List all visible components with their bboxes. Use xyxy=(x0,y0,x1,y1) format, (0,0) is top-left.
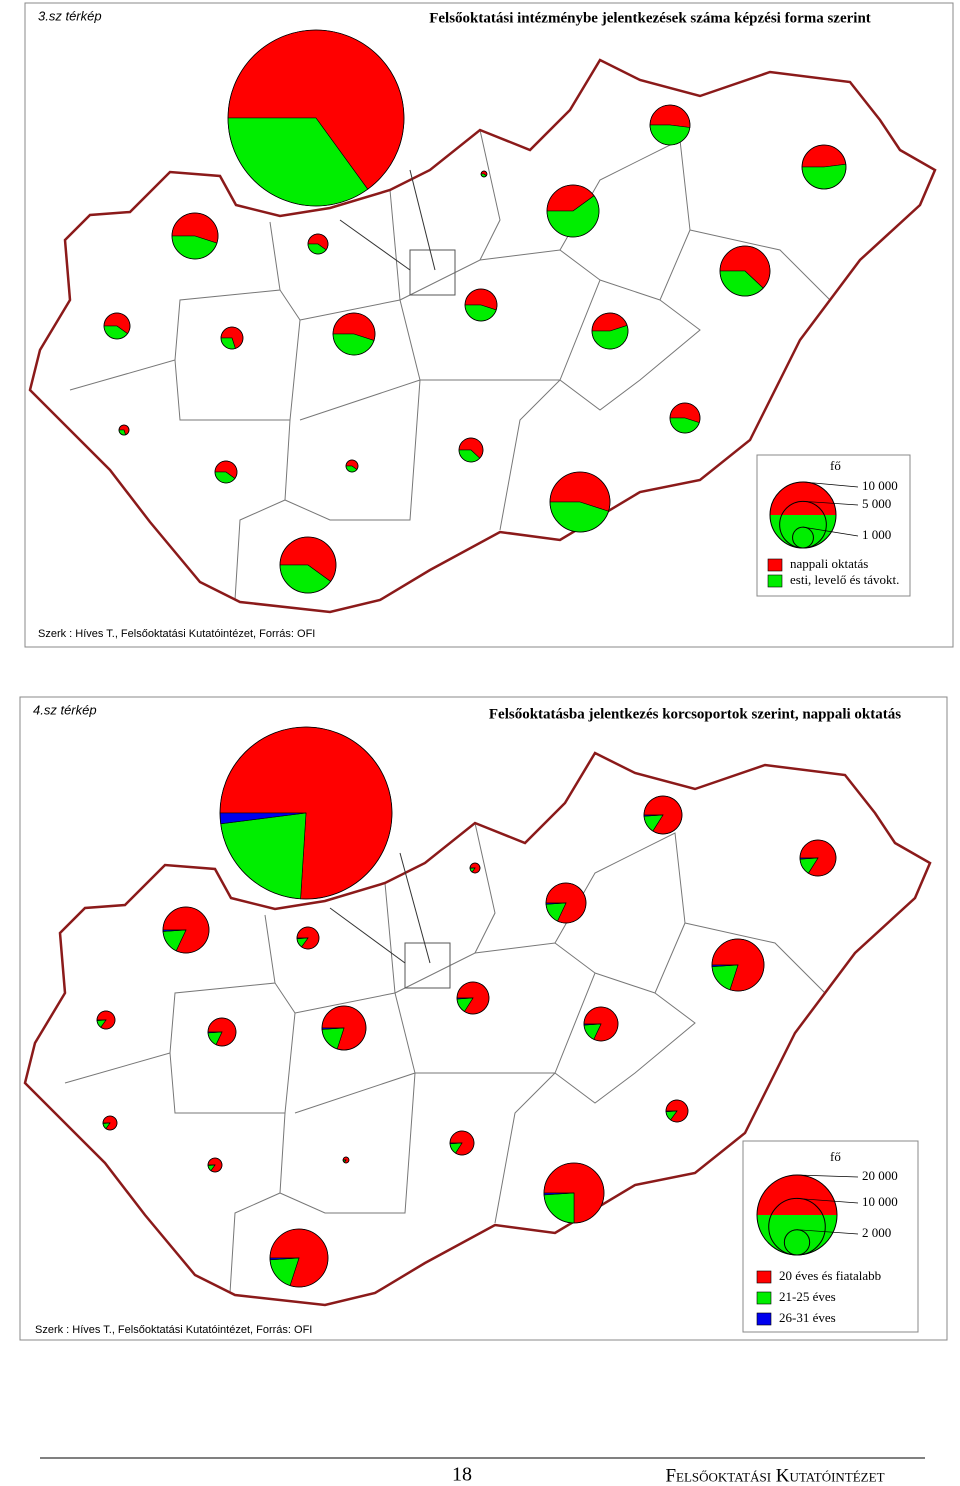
legend-pie xyxy=(770,482,836,515)
pie-outline xyxy=(480,170,488,178)
legend-pie xyxy=(757,1175,837,1215)
pie-outline xyxy=(219,726,393,900)
pie-outline xyxy=(345,459,359,473)
pie-outline xyxy=(801,144,847,190)
leader-line xyxy=(409,169,436,271)
map-frame xyxy=(24,2,954,648)
pie-outline xyxy=(543,1162,605,1224)
pie-outline xyxy=(458,437,484,463)
legend-size-label: 2 000 xyxy=(862,1225,891,1240)
pie-outline xyxy=(665,1099,689,1123)
pie-slice xyxy=(543,1192,575,1224)
legend-leader xyxy=(796,1174,859,1178)
legend-swatch xyxy=(756,1270,772,1284)
map-credit: Szerk : Híves T., Felsőoktatási Kutatóin… xyxy=(38,628,315,640)
legend-size-label: 1 000 xyxy=(862,527,891,542)
pie-outline xyxy=(583,1006,619,1042)
pie-outline xyxy=(456,981,490,1015)
leader-line xyxy=(399,852,431,964)
pie-outline xyxy=(549,471,611,533)
pie-outline xyxy=(643,795,683,835)
pie-outline xyxy=(96,1010,116,1030)
map-credit: Szerk : Híves T., Felsőoktatási Kutatóin… xyxy=(35,1324,312,1336)
footer-text: Felsőoktatási Kutatóintézet xyxy=(665,1465,884,1486)
pie-slice xyxy=(220,812,307,900)
pie-outline xyxy=(469,862,481,874)
pie-slice xyxy=(649,104,691,128)
pie-outline xyxy=(171,212,219,260)
pie-outline xyxy=(296,926,320,950)
pie-slice xyxy=(801,144,847,168)
pie-outline xyxy=(102,1115,118,1131)
pie-outline xyxy=(545,882,587,924)
pie-outline xyxy=(711,938,765,992)
legend-series-label: 26-31 éves xyxy=(779,1310,836,1325)
pie-outline xyxy=(449,1130,475,1156)
legend-swatch xyxy=(767,574,783,588)
pie-outline xyxy=(591,312,629,350)
pie-outline xyxy=(214,460,238,484)
page-number: 18 xyxy=(452,1464,472,1486)
pie-slice xyxy=(649,124,691,146)
legend-size-label: 10 000 xyxy=(862,478,898,493)
pie-outline xyxy=(719,245,771,297)
pie-slice xyxy=(801,163,847,190)
legend-leader xyxy=(796,1229,859,1235)
legend-series-label: nappali oktatás xyxy=(790,556,868,571)
leader-line xyxy=(329,907,406,964)
legend-series-label: 20 éves és fiatalabb xyxy=(779,1268,881,1283)
pie-outline xyxy=(227,29,405,207)
pie-outline xyxy=(669,402,701,434)
map-title: Felsőoktatási intézménybe jelentkezések … xyxy=(429,10,871,26)
legend-leader xyxy=(802,526,859,537)
legend-swatch xyxy=(756,1312,772,1326)
legend-leader xyxy=(802,500,859,506)
pie-outline xyxy=(546,184,600,238)
pie-outline xyxy=(799,839,837,877)
leader-line xyxy=(339,219,411,271)
pie-outline xyxy=(279,536,337,594)
county-borders xyxy=(69,129,831,601)
map-label: 3.sz térkép xyxy=(38,8,102,23)
pie-outline xyxy=(220,326,244,350)
map-title: Felsőoktatásba jelentkezés korcsoportok … xyxy=(489,706,901,722)
pie-outline xyxy=(118,424,130,436)
pie-outline xyxy=(207,1157,223,1173)
pie-outline xyxy=(649,104,691,146)
budapest-inset xyxy=(409,249,456,296)
legend-series-label: esti, levelő és távokt. xyxy=(790,572,899,587)
pie-outline xyxy=(269,1228,329,1288)
legend-size-label: 5 000 xyxy=(862,496,891,511)
legend-size-label: 20 000 xyxy=(862,1168,898,1183)
legend-leader xyxy=(796,1198,859,1204)
map-label: 4.sz térkép xyxy=(33,702,97,717)
legend-swatch xyxy=(767,558,783,572)
legend-pie xyxy=(770,515,836,548)
pie-outline xyxy=(307,233,329,255)
legend-size-label: 10 000 xyxy=(862,1194,898,1209)
pie-outline xyxy=(207,1017,237,1047)
pie-outline xyxy=(321,1005,367,1051)
pie-outline xyxy=(464,288,498,322)
legend-series-label: 21-25 éves xyxy=(779,1289,836,1304)
pie-outline xyxy=(332,312,376,356)
pie-outline xyxy=(162,906,210,954)
legend-pie xyxy=(757,1215,837,1255)
county-borders xyxy=(64,822,826,1294)
map-frame xyxy=(19,696,948,1341)
legend-leader xyxy=(802,481,859,488)
legend-size-circle xyxy=(783,1229,811,1256)
map-3: 3.sz térkép Felsőoktatási intézménybe je… xyxy=(24,2,954,648)
legend-unit: fő xyxy=(830,1149,841,1164)
pie-outline xyxy=(103,312,131,340)
pie-outline xyxy=(342,1156,350,1164)
legend-unit: fő xyxy=(830,458,841,473)
legend-swatch xyxy=(756,1291,772,1305)
budapest-inset xyxy=(404,942,451,989)
